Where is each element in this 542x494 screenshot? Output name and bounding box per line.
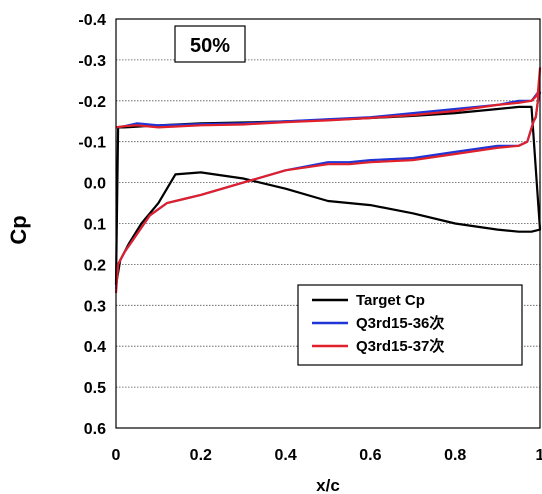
plot-area-frame	[115, 18, 541, 429]
x-tick-labels: 0 0.2 0.4 0.6 0.8 1	[112, 447, 542, 464]
y-tick-labels: -0.4 -0.3 -0.2 -0.1 0.0 0.1 0.2 0.3 0.4 0.5 0.6	[78, 12, 106, 438]
legend-label: Target Cp	[356, 292, 425, 309]
annotation-text: 50%	[190, 35, 230, 57]
y-axis-label: Cp	[6, 215, 31, 244]
series-lines	[114, 67, 542, 294]
y-tick-label: 0.3	[84, 298, 106, 315]
x-tick-label: 0.4	[274, 447, 296, 464]
y-tick-label: 0.2	[84, 257, 106, 274]
x-tick-label: 0.6	[359, 447, 381, 464]
x-tick-label: 0.2	[190, 447, 212, 464]
x-axis-label: x/c	[316, 476, 340, 494]
legend: Target Cp Q3rd15-36次 Q3rd15-37次	[297, 284, 523, 366]
y-tick-label: 0.4	[84, 339, 106, 356]
y-tick-label: 0.5	[84, 380, 106, 397]
legend-label: Q3rd15-37次	[356, 337, 444, 355]
legend-box	[297, 284, 523, 366]
annotation-box	[174, 25, 246, 63]
x-tick-label: 0	[112, 447, 121, 464]
y-tick-label: -0.2	[78, 94, 106, 111]
y-tick-label: 0.1	[84, 217, 106, 234]
y-tick-label: 0.6	[84, 421, 106, 438]
y-tick-label: -0.3	[78, 53, 106, 70]
y-tick-label: -0.4	[78, 12, 106, 29]
x-tick-label: 1	[536, 447, 542, 464]
x-tick-label: 0.8	[444, 447, 466, 464]
y-tick-label: 0.0	[84, 176, 106, 193]
legend-label: Q3rd15-36次	[356, 314, 444, 332]
series-line	[114, 67, 542, 294]
percent-annotation: 50%	[174, 25, 246, 63]
y-tick-label: -0.1	[78, 135, 106, 152]
